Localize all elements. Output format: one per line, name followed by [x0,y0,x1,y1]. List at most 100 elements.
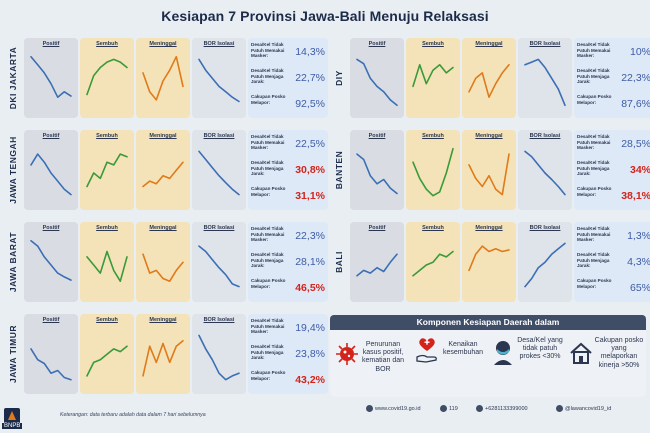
province-name: DIY [330,38,348,118]
province-block: JAWA BARAT Positif Sembuh Meninggal BOR Isol… [4,222,328,302]
stat-value: 10% [629,46,650,58]
stats-box: Desa/Kel Tidak Patuh Memakai Masker: 14,3… [248,38,328,118]
chart-panel-label: BOR Isolasi [529,225,561,231]
chart-panel-sembuh: Sembuh [406,38,460,118]
chart-panel-positif: Positif [24,222,78,302]
chart-panel-positif: Positif [24,38,78,118]
stat-value: 4,3% [627,256,650,268]
hotline-text: 119 [449,405,458,412]
component-item-recovery: Kenaikan kesembuhan [408,333,488,395]
footer-social[interactable]: @lawancovid19_id [556,405,611,412]
stat-row: Cakupan Posko Melapor: 87,6% [577,92,650,118]
stat-value: 1,3% [627,230,650,242]
chart-panel-label: BOR Isolasi [529,133,561,139]
sparkline-meninggal [468,245,510,272]
chart-panel-label: Positif [368,41,386,47]
component-item-compliance: Desa/Kel yang tidak patuh prokes <30% [488,333,566,395]
stat-row: Desa/Kel Tidak Patuh Menjaga Jarak: 4,3% [577,250,650,276]
stat-row: Desa/Kel Tidak Patuh Memakai Masker: 22,5… [251,132,327,158]
sparkline-sembuh [86,345,128,377]
stat-label: Desa/Kel Tidak Patuh Menjaga Jarak: [251,160,284,177]
sparkline-sembuh [412,147,454,197]
chart-panel-bor: BOR Isolasi [192,38,246,118]
stat-row: Cakupan Posko Melapor: 43,2% [251,368,327,394]
stat-label: Desa/Kel Tidak Patuh Menjaga Jarak: [577,160,610,177]
chart-panel-label: Meninggal [149,41,177,47]
stat-label: Desa/Kel Tidak Patuh Memakai Masker: [251,226,285,243]
stat-row: Desa/Kel Tidak Patuh Menjaga Jarak: 34% [577,158,650,184]
footer-whatsapp[interactable]: +6281133399000 [476,405,528,412]
stat-row: Desa/Kel Tidak Patuh Menjaga Jarak: 22,7% [251,66,327,92]
stat-value: 43,2% [295,374,325,386]
chart-panel-bor: BOR Isolasi [192,130,246,210]
chart-panel-label: BOR Isolasi [203,133,235,139]
stats-box: Desa/Kel Tidak Patuh Memakai Masker: 22,3… [248,222,328,302]
stat-label: Cakupan Posko Melapor: [251,94,286,105]
stat-value: 22,7% [295,72,325,84]
province-name-text: DKI JAKARTA [8,46,19,110]
stat-label: Cakupan Posko Melapor: [251,370,286,381]
chart-panel-bor: BOR Isolasi [192,222,246,302]
component-text-posko: Cakupan posko yang melaporkan kinerja >5… [594,337,644,369]
sparkline-bor [198,245,240,288]
stat-row: Cakupan Posko Melapor: 46,5% [251,276,327,302]
chart-panel-bor: BOR Isolasi [192,314,246,394]
chart-panel-bor: BOR Isolasi [518,130,572,210]
chart-panel-label: BOR Isolasi [529,41,561,47]
stat-row: Cakupan Posko Melapor: 92,5% [251,92,327,118]
chart-panel-label: Positif [42,133,60,139]
chart-panel-meninggal: Meninggal [462,222,516,302]
province-block: JAWA TENGAH Positif Sembuh Meninggal BOR Iso… [4,130,328,210]
chart-panel-bor: BOR Isolasi [518,38,572,118]
chart-panel-label: Sembuh [96,225,118,231]
watermark: BNPB [2,423,23,429]
sparkline-meninggal [468,153,510,196]
footer-hotline[interactable]: 119 [440,405,458,412]
sparkline-meninggal [142,55,184,101]
sparkline-meninggal [142,161,184,188]
stat-label: Cakupan Posko Melapor: [577,94,612,105]
stat-row: Desa/Kel Tidak Patuh Memakai Masker: 14,3… [251,40,327,66]
stat-value: 38,1% [621,190,650,202]
chart-panel-label: Meninggal [149,133,177,139]
stat-row: Desa/Kel Tidak Patuh Memakai Masker: 1,3% [577,224,650,250]
stat-row: Desa/Kel Tidak Patuh Menjaga Jarak: 30,8% [251,158,327,184]
stat-value: 31,1% [295,190,325,202]
sparkline-sembuh [412,250,454,277]
chart-panel-label: Sembuh [96,133,118,139]
chart-panel-label: Positif [42,41,60,47]
province-block: BANTEN Positif Sembuh Meninggal BOR Isolasi D… [330,130,650,210]
sparkline-meninggal [142,253,184,283]
component-text-decrease: Penurunan kasus positif, kematian dan BO… [361,341,405,373]
province-block: BALI Positif Sembuh Meninggal BOR Isolasi Des… [330,222,650,302]
chart-panel-label: Meninggal [149,225,177,231]
stat-label: Desa/Kel Tidak Patuh Memakai Masker: [577,42,611,59]
stat-value: 30,8% [295,164,325,176]
stat-value: 14,3% [295,46,325,58]
chart-panel-label: BOR Isolasi [203,317,235,323]
stats-box: Desa/Kel Tidak Patuh Memakai Masker: 22,5… [248,130,328,210]
stat-row: Cakupan Posko Melapor: 31,1% [251,184,327,210]
sparkline-positif [356,58,398,107]
chart-panel-meninggal: Meninggal [462,38,516,118]
footer-website[interactable]: www.covid19.go.id [366,405,421,412]
stat-row: Cakupan Posko Melapor: 38,1% [577,184,650,210]
chart-panel-sembuh: Sembuh [80,314,134,394]
chart-panel-label: Meninggal [475,41,503,47]
stat-value: 28,1% [295,256,325,268]
stat-label: Cakupan Posko Melapor: [251,278,286,289]
sparkline-positif [30,55,72,99]
sparkline-positif [30,239,72,281]
virus-icon [336,343,358,365]
sparkline-bor [198,150,240,196]
province-block: DKI JAKARTA Positif Sembuh Meninggal BOR Iso… [4,38,328,118]
province-name-text: JAWA TENGAH [8,136,18,204]
website-text: www.covid19.go.id [375,405,421,412]
phone-icon [440,405,447,412]
province-block: JAWA TIMUR Positif Sembuh Meninggal BOR Isol… [4,314,328,394]
stat-row: Desa/Kel Tidak Patuh Menjaga Jarak: 28,1% [251,250,327,276]
stat-value: 87,6% [621,98,650,110]
chart-panel-sembuh: Sembuh [406,222,460,302]
stat-value: 22,3% [621,72,650,84]
stat-row: Desa/Kel Tidak Patuh Memakai Masker: 28,5… [577,132,650,158]
